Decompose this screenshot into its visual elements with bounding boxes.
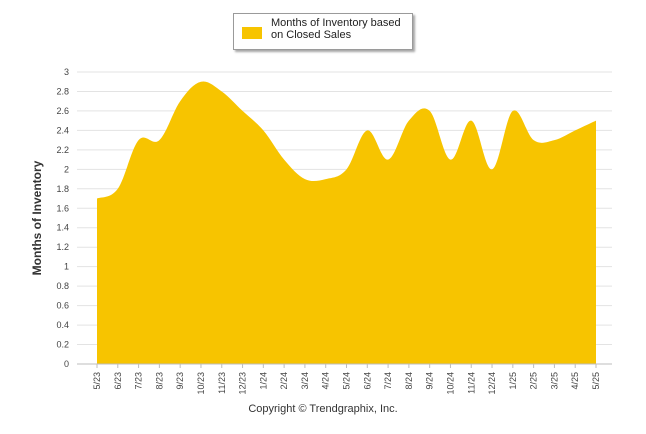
y-tick-label: 3 xyxy=(64,67,69,77)
x-tick-labels: 5/23 6/23 7/23 8/23 9/23 10/23 11/23 12/23 1/24 2… xyxy=(92,372,601,395)
x-tick-label: 10/23 xyxy=(196,372,206,395)
x-tick-label: 11/23 xyxy=(217,372,227,394)
x-tick-label: 3/25 xyxy=(549,372,559,390)
data-point xyxy=(490,167,494,171)
x-tick-label: 6/24 xyxy=(362,372,372,390)
y-tick-label: 2.6 xyxy=(56,106,69,116)
y-tick-label: 0.8 xyxy=(56,281,69,291)
x-tick-label: 8/23 xyxy=(154,372,164,390)
legend: Months of Inventory based on Closed Sale… xyxy=(233,13,413,50)
x-tick-label: 11/24 xyxy=(466,372,476,394)
x-tick-label: 4/24 xyxy=(321,372,331,390)
data-point xyxy=(178,99,182,103)
y-tick-label: 2.2 xyxy=(56,145,69,155)
x-tick-label: 2/24 xyxy=(279,372,289,390)
x-tick-label: 6/23 xyxy=(113,372,123,390)
x-tick-label: 7/24 xyxy=(383,372,393,390)
data-point xyxy=(407,119,411,123)
data-point xyxy=(116,187,120,191)
y-tick-labels: 0 0.2 0.4 0.6 0.8 1 1.2 1.4 1.6 1.8 2 2.2 2.4 2.6 2.8 3 xyxy=(56,67,69,369)
y-tick-label: 0 xyxy=(64,359,69,369)
x-tick-label: 3/24 xyxy=(300,372,310,390)
data-point xyxy=(95,197,99,201)
y-tick-label: 0.2 xyxy=(56,340,69,350)
y-tick-label: 2.4 xyxy=(56,125,69,135)
legend-label: Months of Inventory based on Closed Sale… xyxy=(271,17,401,41)
data-point xyxy=(303,177,307,181)
x-tick-label: 7/23 xyxy=(134,372,144,390)
y-tick-label: 1.4 xyxy=(56,223,69,233)
y-tick-label: 1.8 xyxy=(56,184,69,194)
x-tick-label: 10/24 xyxy=(445,372,455,395)
y-tick-label: 1.6 xyxy=(56,203,69,213)
y-tick-label: 1 xyxy=(64,262,69,272)
axes xyxy=(77,363,612,368)
data-point xyxy=(241,109,245,113)
y-tick-label: 1.2 xyxy=(56,242,69,252)
data-point xyxy=(324,177,328,181)
data-point xyxy=(511,109,515,113)
data-point xyxy=(157,138,161,142)
data-point xyxy=(386,158,390,162)
series-area-path xyxy=(97,81,596,364)
legend-swatch xyxy=(242,27,262,39)
x-tick-label: 5/23 xyxy=(92,372,102,390)
y-tick-label: 2.8 xyxy=(56,86,69,96)
data-point xyxy=(469,119,473,123)
data-point xyxy=(552,138,556,142)
data-point xyxy=(220,89,224,93)
data-point xyxy=(345,167,349,171)
data-point xyxy=(428,109,432,113)
y-tick-label: 0.4 xyxy=(56,320,69,330)
data-point xyxy=(594,119,598,123)
data-point xyxy=(573,128,577,132)
data-point xyxy=(199,80,203,84)
data-point xyxy=(282,158,286,162)
x-tick-label: 1/25 xyxy=(508,372,518,390)
x-tick-label: 4/25 xyxy=(570,372,580,390)
data-point xyxy=(365,128,369,132)
copyright-text: Copyright © Trendgraphix, Inc. xyxy=(248,403,398,415)
y-tick-label: 2 xyxy=(64,164,69,174)
x-tick-label: 12/24 xyxy=(487,372,497,395)
data-point xyxy=(261,128,265,132)
x-tick-label: 1/24 xyxy=(258,372,268,390)
x-tick-label: 12/23 xyxy=(238,372,248,395)
x-tick-label: 5/25 xyxy=(591,372,601,390)
data-point xyxy=(532,138,536,142)
data-point xyxy=(137,138,141,142)
x-tick-label: 9/23 xyxy=(175,372,185,390)
x-tick-label: 9/24 xyxy=(425,372,435,390)
x-tick-label: 8/24 xyxy=(404,372,414,390)
x-tick-label: 5/24 xyxy=(342,372,352,390)
y-axis-title: Months of Inventory xyxy=(30,160,44,275)
data-point xyxy=(448,158,452,162)
x-tick-label: 2/25 xyxy=(529,372,539,390)
y-tick-label: 0.6 xyxy=(56,301,69,311)
series-area xyxy=(95,80,598,364)
